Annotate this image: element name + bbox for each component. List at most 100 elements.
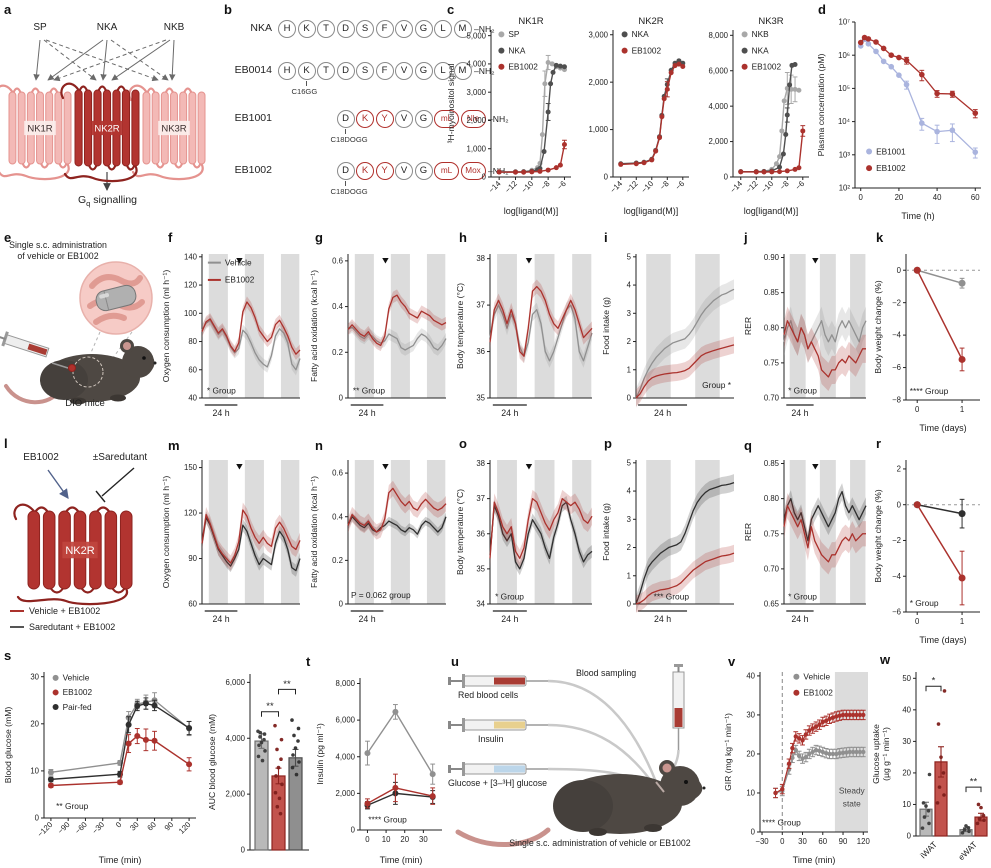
svg-text:−8: −8 xyxy=(778,179,791,192)
svg-text:Time (days): Time (days) xyxy=(919,635,966,645)
svg-text:4,000: 4,000 xyxy=(335,752,355,761)
svg-text:NK2R: NK2R xyxy=(638,16,663,27)
chart-nk3r: 0 2,000 4,000 6,000 8,000 −14 −12 −10 −8 −6 NKB NKA… xyxy=(708,16,809,216)
tubing xyxy=(547,679,680,790)
svg-text:20: 20 xyxy=(400,835,409,844)
glucose-tracer-label: Glucose + [3–³H] glucose xyxy=(448,778,548,788)
svg-text:RER: RER xyxy=(743,523,753,541)
svg-text:−14: −14 xyxy=(487,179,503,195)
svg-text:0.70: 0.70 xyxy=(764,564,780,573)
svg-text:0: 0 xyxy=(751,828,756,837)
svg-text:150: 150 xyxy=(184,463,198,472)
svg-text:0.70: 0.70 xyxy=(764,394,780,403)
panel-h-label: h xyxy=(459,230,467,245)
svg-text:Plasma concentration (pM): Plasma concentration (pM) xyxy=(816,54,826,157)
svg-text:34: 34 xyxy=(476,600,485,609)
svg-text:100: 100 xyxy=(184,309,198,318)
svg-text:2,000: 2,000 xyxy=(225,790,245,799)
svg-text:4,000: 4,000 xyxy=(708,102,728,111)
panel-l-label: l xyxy=(4,436,8,451)
svg-text:EB1002: EB1002 xyxy=(752,62,782,72)
svg-text:35: 35 xyxy=(476,564,485,573)
svg-text:Group *: Group * xyxy=(702,380,732,390)
svg-text:0.6: 0.6 xyxy=(332,256,343,265)
residue: M xyxy=(453,62,472,80)
svg-text:Time (h): Time (h) xyxy=(901,211,934,221)
svg-text:4,000: 4,000 xyxy=(225,734,245,743)
svg-text:120: 120 xyxy=(177,820,193,836)
svg-text:Oxygen consumption (ml h⁻¹): Oxygen consumption (ml h⁻¹) xyxy=(161,270,171,383)
svg-text:5,000: 5,000 xyxy=(466,31,486,40)
svg-text:30: 30 xyxy=(128,820,141,833)
sequence-name: EB0014 xyxy=(234,64,272,76)
svg-text:1: 1 xyxy=(627,571,631,580)
svg-text:NK1R: NK1R xyxy=(27,123,52,134)
svg-text:50: 50 xyxy=(902,674,911,683)
svg-text:−6: −6 xyxy=(892,608,901,617)
svg-text:Body weight change (%): Body weight change (%) xyxy=(873,280,883,373)
svg-text:30: 30 xyxy=(746,711,755,720)
svg-text:10: 10 xyxy=(902,800,911,809)
svg-text:eWAT: eWAT xyxy=(956,839,979,862)
svg-text:60: 60 xyxy=(818,837,827,846)
svg-text:−12: −12 xyxy=(744,179,760,195)
svg-text:−8: −8 xyxy=(539,179,552,192)
svg-text:5: 5 xyxy=(627,458,632,467)
panel-s-label: s xyxy=(4,648,12,663)
svg-text:20: 20 xyxy=(30,719,39,728)
svg-text:AUC blood glucose (mM): AUC blood glucose (mM) xyxy=(207,714,217,810)
insulin-label: Insulin xyxy=(478,734,504,744)
peptide-sequences: NKA H K T D S F V G L M –NH₂ EB0014 H K C16GG T D S F V G L M –N… xyxy=(222,16,509,222)
svg-text:0: 0 xyxy=(627,600,632,609)
svg-text:−30: −30 xyxy=(755,837,769,846)
svg-text:3,000: 3,000 xyxy=(466,88,486,97)
residue: D xyxy=(336,62,355,80)
svg-text:24 h: 24 h xyxy=(791,408,808,418)
svg-text:36: 36 xyxy=(476,529,485,538)
svg-text:**: ** xyxy=(970,777,978,788)
legend-vehicle-eb1002: Vehicle + EB1002 xyxy=(10,606,100,616)
svg-text:24 h: 24 h xyxy=(501,614,518,624)
chart-oxygen-consumption-2: 60 90 120 150 24 h Oxygen consumption (ml h⁻¹… xyxy=(161,460,301,624)
svg-text:140: 140 xyxy=(184,252,198,261)
svg-text:24 h: 24 h xyxy=(654,614,671,624)
ligand-arrows xyxy=(33,39,176,82)
svg-text:Pair-fed: Pair-fed xyxy=(63,702,92,712)
chart-auc-blood-glucose: 0 2,000 4,000 6,000 ** ** AUC blood glucose (m… xyxy=(207,674,309,855)
residue: S xyxy=(356,20,374,38)
svg-text:−2: −2 xyxy=(892,298,901,307)
svg-text:Body temperature (°C): Body temperature (°C) xyxy=(455,489,465,575)
panel-l-scheme: EB1002 ±Saredutant NK2R Vehicle + EB1002… xyxy=(0,438,164,650)
chart-plasma-concentration: 10² 10³ 10⁴ 10⁵ 10⁶ 10⁷ 0 20 40 60 EB1001 EB1002 Pla… xyxy=(816,18,981,221)
svg-text:24 h: 24 h xyxy=(212,614,229,624)
svg-text:Steady: Steady xyxy=(839,786,866,796)
svg-text:60: 60 xyxy=(188,600,197,609)
inhibition-arrow xyxy=(95,467,135,503)
svg-text:4: 4 xyxy=(627,281,632,290)
residue: D xyxy=(336,20,355,38)
panel-f-label: f xyxy=(168,230,173,245)
sequence-name: EB1002 xyxy=(234,164,272,176)
svg-text:38: 38 xyxy=(476,459,485,468)
svg-text:log[ligand(M)]: log[ligand(M)] xyxy=(504,206,559,216)
svg-text:3: 3 xyxy=(627,309,631,318)
chart-body-weight-change-1: 0 −2 −4 −6 −8 0 1 **** Group Body weight change … xyxy=(873,254,980,433)
svg-text:0.80: 0.80 xyxy=(764,323,780,332)
gq-signalling-label: Gq signalling xyxy=(40,194,175,208)
dio-mouse-illustration xyxy=(0,261,157,405)
panel-i-label: i xyxy=(604,230,608,245)
svg-text:35: 35 xyxy=(476,394,485,403)
svg-text:** Group: ** Group xyxy=(56,801,88,811)
svg-text:0.2: 0.2 xyxy=(332,348,343,357)
svg-text:0: 0 xyxy=(339,600,344,609)
svg-text:120: 120 xyxy=(857,837,871,846)
chart-oxygen-consumption-1: 40 60 80 100 120 140 24 h Vehicle EB1002 * Group O… xyxy=(161,252,301,418)
svg-text:*: * xyxy=(932,676,936,687)
chart-body-temperature-1: 35 36 37 38 24 h Body temperature (°C) xyxy=(455,254,593,418)
svg-text:1,000: 1,000 xyxy=(466,144,486,153)
svg-text:−4: −4 xyxy=(892,572,902,581)
panel-p-label: p xyxy=(604,436,612,451)
svg-text:EB1002: EB1002 xyxy=(225,275,255,285)
svg-text:20: 20 xyxy=(895,193,904,202)
